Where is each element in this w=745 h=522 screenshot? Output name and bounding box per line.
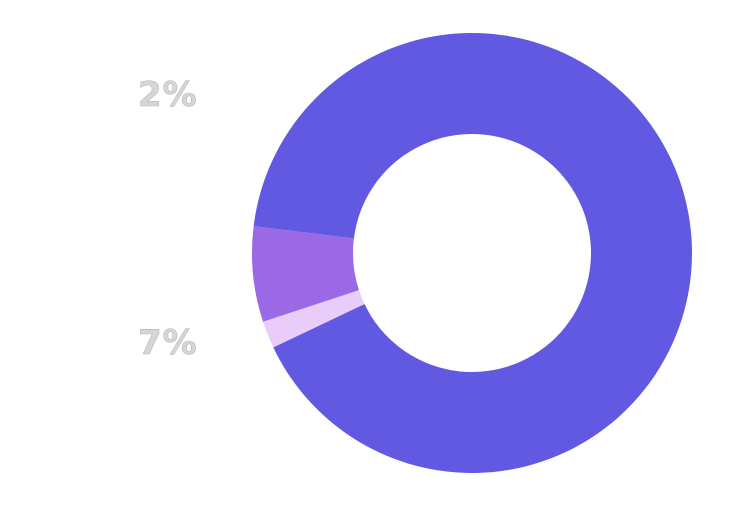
slices-group <box>251 32 693 473</box>
donut-slice-0 <box>253 32 693 473</box>
slice-label-2pct: 2% <box>138 75 198 115</box>
slice-label-7pct: 7% <box>138 323 198 363</box>
donut-slice-1 <box>263 290 365 348</box>
donut-slice-2 <box>251 226 359 322</box>
